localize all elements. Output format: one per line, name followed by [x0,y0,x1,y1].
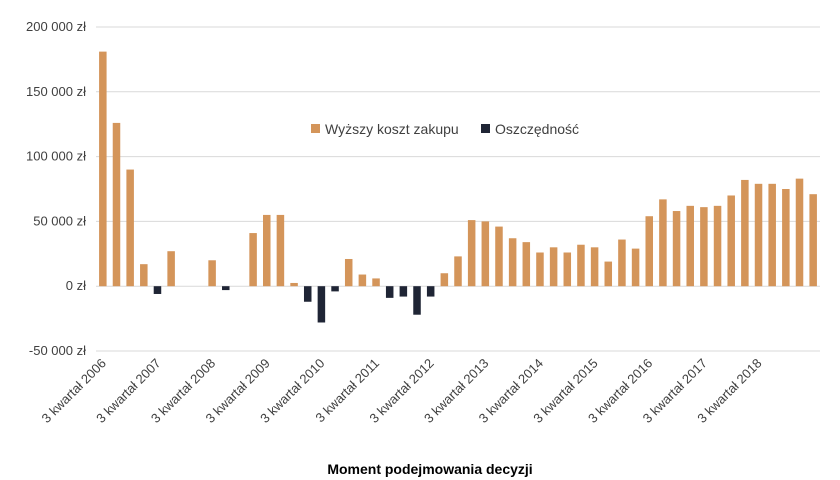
bar-wyzszy-koszt [522,242,531,287]
bar-wyzszy-koszt [700,207,708,287]
bar-wyzszy-koszt [809,194,817,287]
bar-oszczednosc [153,286,162,294]
bar-wyzszy-koszt [140,264,148,287]
bar-wyzszy-koszt [249,233,257,287]
bar-oszczednosc [426,286,435,297]
legend-label-wyzszy: Wyższy koszt zakupu [325,121,459,137]
y-tick-label: 200 000 zł [26,19,86,34]
legend: Wyższy koszt zakupu Oszczędność [311,121,579,137]
y-tick-label: 50 000 zł [33,213,86,228]
legend-swatch-oszczednosc [481,124,490,133]
gridlines [96,26,820,352]
bar-wyzszy-koszt [99,51,107,287]
bar-oszczednosc [303,286,312,302]
bar-wyzszy-koszt [508,238,517,287]
bar-wyzszy-koszt [795,178,804,287]
bar-wyzszy-koszt [440,273,449,287]
bar-oszczednosc [331,286,339,292]
bar-wyzszy-koszt [604,261,613,287]
bars [99,51,817,323]
bar-wyzszy-koszt [126,169,134,287]
bar-wyzszy-koszt [344,258,353,287]
bar-wyzszy-koszt [713,205,722,287]
bar-wyzszy-koszt [659,199,667,287]
y-axis-ticks: 200 000 zł 150 000 zł 100 000 zł 50 000 zł 0… [26,19,86,358]
bar-wyzszy-koszt [454,256,462,287]
bar-wyzszy-koszt [645,216,654,287]
bar-wyzszy-koszt [208,260,216,287]
bar-wyzszy-koszt [741,179,749,287]
legend-label-oszczednosc: Oszczędność [495,121,579,137]
bar-wyzszy-koszt [577,244,585,287]
x-axis-title: Moment podejmowania decyzji [327,461,532,477]
legend-swatch-wyzszy [311,124,320,133]
bar-oszczednosc [399,286,408,297]
bar-wyzszy-koszt [290,282,298,287]
bar-wyzszy-koszt [631,248,640,287]
bar-wyzszy-koszt [495,226,503,287]
bar-oszczednosc [413,286,421,315]
bar-wyzszy-koszt [467,220,476,287]
bar-oszczednosc [385,286,394,298]
bar-wyzszy-koszt [686,205,694,287]
bar-oszczednosc [222,286,230,291]
bar-wyzszy-koszt [549,247,558,287]
bar-wyzszy-koszt [112,122,121,287]
y-tick-label: -50 000 zł [29,343,86,358]
bar-wyzszy-koszt [563,252,572,287]
y-tick-label: 100 000 zł [26,149,86,164]
bar-wyzszy-koszt [536,252,544,287]
bar-wyzszy-koszt [590,247,599,287]
bar-wyzszy-koszt [727,195,735,287]
bar-wyzszy-koszt [262,214,271,287]
bar-wyzszy-koszt [276,214,285,287]
bar-wyzszy-koszt [672,211,681,287]
y-tick-label: 0 zł [66,278,86,293]
bar-wyzszy-koszt [481,221,490,287]
bar-wyzszy-koszt [782,189,790,287]
bar-wyzszy-koszt [167,251,175,287]
bar-oszczednosc [317,286,326,323]
bar-wyzszy-koszt [372,278,380,287]
bar-wyzszy-koszt [358,274,367,287]
bar-wyzszy-koszt [618,239,626,287]
bar-wyzszy-koszt [754,183,763,287]
y-tick-label: 150 000 zł [26,84,86,99]
bar-wyzszy-koszt [768,183,776,287]
